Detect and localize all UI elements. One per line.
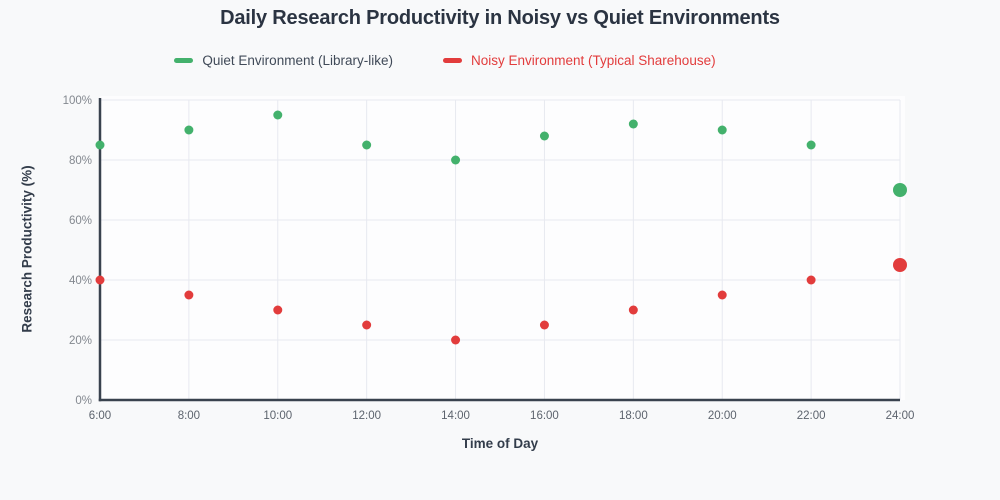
legend: Quiet Environment (Library-like) Noisy E… bbox=[0, 51, 945, 69]
data-point-quiet bbox=[628, 119, 638, 129]
data-point-quiet bbox=[806, 140, 816, 150]
data-point-quiet bbox=[451, 155, 461, 165]
plot-background bbox=[100, 96, 905, 400]
y-tick-label: 20% bbox=[69, 335, 92, 347]
x-tick-label: 18:00 bbox=[619, 410, 648, 422]
data-point-noisy bbox=[362, 320, 372, 330]
y-tick-label: 40% bbox=[69, 275, 92, 287]
x-tick-label: 14:00 bbox=[441, 410, 470, 422]
data-point-noisy bbox=[451, 335, 461, 345]
data-point-quiet bbox=[717, 125, 727, 135]
data-point-noisy bbox=[539, 320, 549, 330]
x-axis-title: Time of Day bbox=[461, 436, 539, 451]
data-point-quiet bbox=[362, 140, 372, 150]
y-tick-label: 60% bbox=[69, 215, 92, 227]
x-tick-label: 10:00 bbox=[263, 410, 292, 422]
data-point-noisy bbox=[95, 275, 105, 285]
legend-item-quiet: Quiet Environment (Library-like) bbox=[174, 51, 393, 69]
data-point-noisy bbox=[184, 290, 194, 300]
x-tick-label: 16:00 bbox=[530, 410, 559, 422]
data-point-noisy bbox=[717, 290, 727, 300]
data-point-quiet bbox=[893, 183, 907, 197]
data-point-quiet bbox=[539, 131, 549, 141]
data-point-quiet bbox=[95, 140, 105, 150]
x-tick-label: 12:00 bbox=[352, 410, 381, 422]
legend-swatch-noisy-icon bbox=[442, 57, 462, 63]
x-tick-label: 6:00 bbox=[89, 410, 111, 422]
y-tick-label: 100% bbox=[63, 95, 92, 107]
x-tick-label: 22:00 bbox=[797, 410, 826, 422]
legend-swatch-quiet-icon bbox=[174, 57, 194, 63]
data-point-noisy bbox=[806, 275, 816, 285]
legend-label-noisy: Noisy Environment (Typical Sharehouse) bbox=[470, 52, 716, 68]
y-axis-title: Research Productivity (%) bbox=[19, 165, 35, 333]
data-point-quiet bbox=[184, 125, 194, 135]
y-tick-label: 0% bbox=[75, 395, 92, 407]
x-tick-label: 8:00 bbox=[178, 410, 200, 422]
x-tick-label: 24:00 bbox=[886, 410, 915, 422]
data-point-noisy bbox=[628, 305, 638, 315]
data-point-quiet bbox=[273, 110, 283, 120]
y-tick-label: 80% bbox=[69, 155, 92, 167]
legend-item-noisy: Noisy Environment (Typical Sharehouse) bbox=[442, 51, 716, 69]
data-point-noisy bbox=[273, 305, 283, 315]
x-tick-label: 20:00 bbox=[708, 410, 737, 422]
data-point-noisy bbox=[893, 258, 907, 272]
chart-title: Daily Research Productivity in Noisy vs … bbox=[220, 7, 780, 29]
legend-label-quiet: Quiet Environment (Library-like) bbox=[202, 52, 393, 68]
